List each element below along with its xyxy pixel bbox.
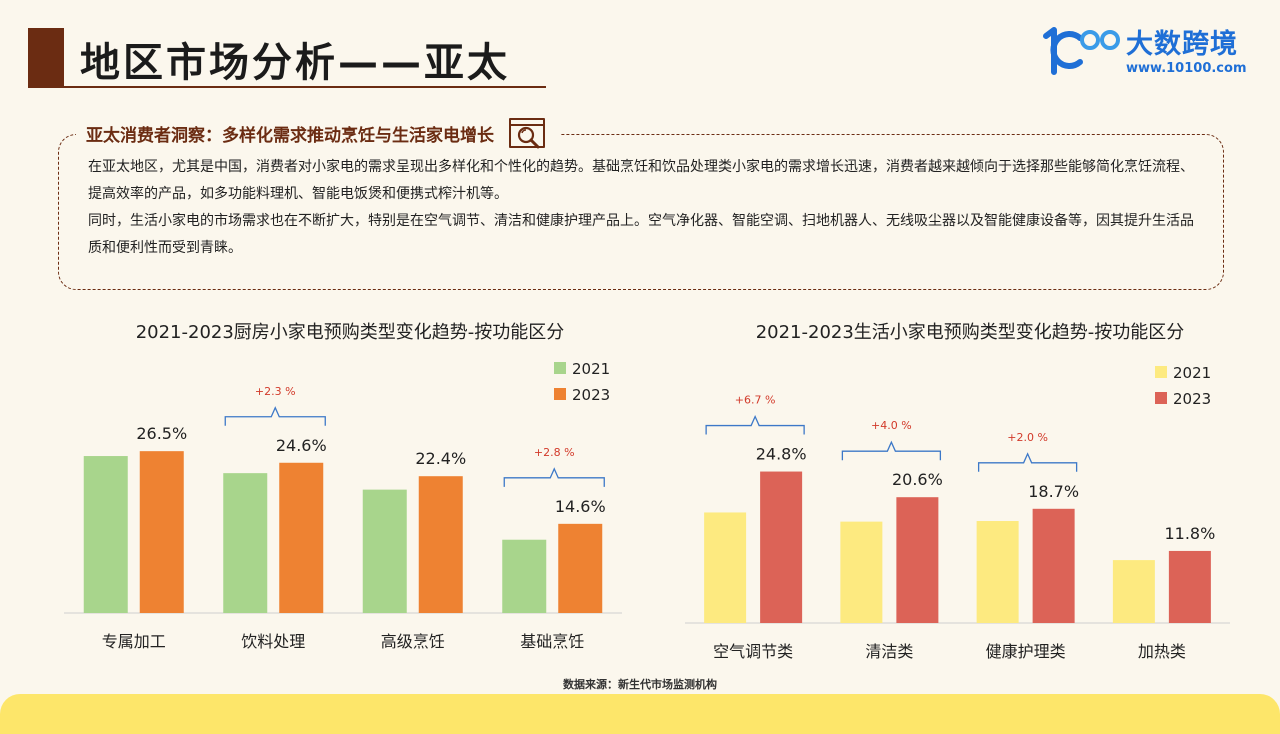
data-label-空气调节类: 24.8%: [756, 445, 807, 464]
data-label-高级烹饪: 22.4%: [415, 449, 466, 468]
bar-2023-饮料处理: [279, 462, 324, 613]
legend-label-2023: 2023: [1173, 390, 1211, 408]
bar-2021-健康护理类: [976, 521, 1019, 623]
bar-2023-健康护理类: [1032, 508, 1075, 623]
change-annotation-基础烹饪: +2.8 %: [534, 446, 575, 459]
chart-title: 2021-2023厨房小家电预购类型变化趋势-按功能区分: [135, 322, 565, 343]
brand-logo: 大数跨境 www.10100.com: [1040, 20, 1260, 80]
legend-swatch-2021: [1155, 366, 1167, 378]
bar-2021-基础烹饪: [502, 539, 547, 613]
bar-2021-专属加工: [83, 456, 128, 613]
bar-2021-加热类: [1112, 560, 1155, 623]
change-annotation-空气调节类: +6.7 %: [735, 394, 776, 407]
brand-logo-mark-icon: [1043, 27, 1120, 75]
brand-name: 大数跨境: [1126, 29, 1238, 60]
data-label-加热类: 11.8%: [1164, 524, 1215, 543]
category-label-基础烹饪: 基础烹饪: [520, 632, 584, 651]
bar-2023-专属加工: [139, 451, 184, 613]
change-bracket-清洁类: [841, 440, 942, 461]
data-label-健康护理类: 18.7%: [1028, 482, 1079, 501]
bar-2023-清洁类: [896, 497, 939, 623]
category-label-加热类: 加热类: [1138, 642, 1186, 661]
change-annotation-清洁类: +4.0 %: [871, 419, 912, 432]
legend-swatch-2023: [554, 388, 566, 400]
category-label-空气调节类: 空气调节类: [713, 642, 793, 661]
bar-2023-加热类: [1168, 550, 1211, 623]
category-label-饮料处理: 饮料处理: [241, 632, 305, 651]
kitchen-appliance-chart: 2021-2023厨房小家电预购类型变化趋势-按功能区分 2021 2023 26.…: [60, 318, 640, 668]
insight-title: 亚太消费者洞察：多样化需求推动烹饪与生活家电增长: [86, 125, 494, 146]
category-label-清洁类: 清洁类: [865, 642, 913, 661]
category-label-专属加工: 专属加工: [102, 632, 166, 651]
magnifier-search-icon: [509, 118, 545, 149]
data-source-note: 数据来源：新生代市场监测机构: [563, 678, 717, 691]
data-label-专属加工: 26.5%: [136, 424, 187, 443]
insight-panel: [58, 134, 1224, 290]
bar-2021-高级烹饪: [362, 489, 407, 613]
data-label-基础烹饪: 14.6%: [555, 497, 606, 516]
data-label-清洁类: 20.6%: [892, 470, 943, 489]
change-annotation-健康护理类: +2.0 %: [1007, 431, 1048, 444]
bar-2021-清洁类: [840, 521, 883, 623]
title-accent-bar: [28, 28, 64, 88]
bar-2021-空气调节类: [704, 512, 747, 623]
page-title: 地区市场分析——亚太: [80, 40, 510, 86]
insight-header: 亚太消费者洞察：多样化需求推动烹饪与生活家电增长: [76, 118, 560, 149]
change-bracket-饮料处理: [224, 406, 326, 426]
category-label-高级烹饪: 高级烹饪: [381, 632, 445, 651]
change-bracket-基础烹饪: [503, 467, 605, 487]
kitchen-chart-canvas: 2021 2023 26.5% 专属加工 24.6% 饮料处理 +2.3 % 22.4% 高级烹…: [64, 360, 622, 651]
insight-paragraph-2: 同时，生活小家电的市场需求也在不断扩大，特别是在空气调节、清洁和健康护理产品上。…: [88, 213, 1194, 256]
bar-2023-空气调节类: [760, 471, 803, 623]
living-chart-canvas: 2021 2023 24.8% 空气调节类 +6.7 % 20.6% 清洁类 +4.0 % 18…: [685, 364, 1230, 661]
bottom-decor-band: [0, 694, 1280, 734]
bar-2023-基础烹饪: [558, 523, 603, 613]
category-label-健康护理类: 健康护理类: [986, 642, 1066, 661]
brand-url: www.10100.com: [1126, 61, 1247, 76]
title-underline: [64, 86, 546, 88]
insight-body: 在亚太地区，尤其是中国，消费者对小家电的需求呈现出多样化和个性化的趋势。基础烹饪…: [88, 154, 1200, 262]
living-appliance-chart: 2021-2023生活小家电预购类型变化趋势-按功能区分 2021 2023 24.…: [675, 318, 1265, 668]
legend-label-2023: 2023: [572, 386, 610, 404]
bar-2023-高级烹饪: [418, 476, 463, 613]
data-label-饮料处理: 24.6%: [276, 436, 327, 455]
bar-2021-饮料处理: [223, 473, 268, 613]
legend-swatch-2023: [1155, 392, 1167, 404]
insight-paragraph-1: 在亚太地区，尤其是中国，消费者对小家电的需求呈现出多样化和个性化的趋势。基础烹饪…: [88, 159, 1194, 202]
chart-title: 2021-2023生活小家电预购类型变化趋势-按功能区分: [755, 322, 1185, 343]
legend-label-2021: 2021: [1173, 364, 1211, 382]
legend-swatch-2021: [554, 362, 566, 374]
legend-label-2021: 2021: [572, 360, 610, 378]
change-bracket-健康护理类: [977, 452, 1078, 472]
change-bracket-空气调节类: [705, 414, 805, 435]
change-annotation-饮料处理: +2.3 %: [255, 385, 296, 398]
